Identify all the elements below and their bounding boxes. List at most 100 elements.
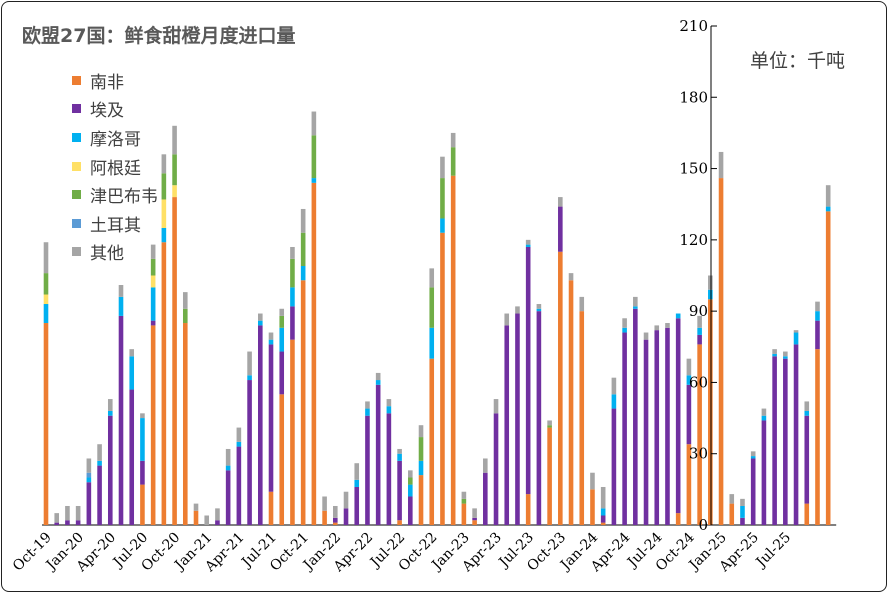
bar-segment bbox=[375, 380, 381, 385]
bar-segment bbox=[783, 356, 788, 359]
bar-segment bbox=[397, 520, 402, 525]
bar-segment bbox=[397, 460, 402, 521]
bar-segment bbox=[686, 384, 692, 445]
bar-segment bbox=[279, 394, 285, 525]
bar-segment bbox=[718, 178, 724, 525]
bar-segment bbox=[547, 425, 552, 428]
bar-segment bbox=[65, 520, 70, 525]
legend-label: 摩洛哥 bbox=[90, 129, 141, 150]
bar-segment bbox=[65, 505, 70, 521]
bar-segment bbox=[97, 460, 102, 466]
bar-segment bbox=[450, 175, 456, 525]
legend-swatch bbox=[72, 190, 81, 200]
bar-segment bbox=[815, 311, 820, 321]
legend-label: 南非 bbox=[90, 72, 124, 93]
bar-segment bbox=[386, 399, 392, 407]
bar-segment bbox=[740, 498, 745, 506]
bar-segment bbox=[525, 246, 531, 495]
bar-segment bbox=[429, 287, 435, 328]
bar-segment bbox=[697, 327, 702, 335]
bar-segment bbox=[43, 294, 49, 305]
bar-segment bbox=[611, 394, 617, 409]
bar-segment bbox=[86, 458, 92, 473]
bar-segment bbox=[418, 425, 424, 438]
bar-segment bbox=[172, 125, 177, 155]
y-tick-label: 210 bbox=[679, 17, 708, 35]
bar-segment bbox=[429, 268, 435, 288]
bar-segment bbox=[750, 458, 756, 525]
bar-segment bbox=[161, 154, 167, 174]
chart-title: 欧盟27国：鲜食甜橙月度进口量 bbox=[22, 25, 296, 47]
bar-segment bbox=[772, 349, 777, 354]
bar-segment bbox=[375, 384, 381, 525]
bar-segment bbox=[140, 484, 145, 525]
bar-segment bbox=[268, 491, 274, 525]
bar-segment bbox=[633, 296, 638, 307]
bar-segment bbox=[408, 470, 413, 478]
bar-segment bbox=[697, 334, 702, 345]
bar-segment bbox=[161, 227, 167, 243]
bar-segment bbox=[440, 178, 445, 219]
bar-segment bbox=[365, 408, 370, 416]
legend-swatch bbox=[72, 247, 81, 257]
bar-segment bbox=[665, 323, 670, 328]
bar-segment bbox=[172, 154, 177, 186]
bar-segment bbox=[718, 151, 724, 179]
bar-segment bbox=[708, 275, 713, 290]
bar-segment bbox=[729, 503, 735, 525]
legend-swatch bbox=[72, 75, 81, 85]
bar-segment bbox=[761, 408, 767, 416]
bar-segment bbox=[86, 482, 92, 525]
legend-label: 其他 bbox=[90, 244, 124, 265]
bar-segment bbox=[472, 508, 477, 518]
bar-segment bbox=[225, 448, 231, 466]
bar-segment bbox=[515, 313, 520, 525]
bar-segment bbox=[611, 408, 617, 525]
bar-segment bbox=[525, 494, 531, 525]
bar-segment bbox=[815, 349, 820, 525]
bar-segment bbox=[129, 349, 135, 357]
bar-segment bbox=[150, 320, 156, 326]
legend-item: 其他 bbox=[72, 238, 158, 267]
bar-segment bbox=[493, 399, 499, 414]
bar-segment bbox=[472, 517, 477, 521]
bar-segment bbox=[547, 427, 552, 525]
bar-segment bbox=[300, 266, 306, 281]
bar-segment bbox=[504, 313, 510, 326]
bar-segment bbox=[600, 515, 606, 523]
bar-segment bbox=[825, 206, 831, 212]
bar-segment bbox=[558, 251, 563, 526]
bar-segment bbox=[247, 380, 252, 525]
bar-segment bbox=[815, 301, 820, 312]
bar-segment bbox=[75, 505, 81, 521]
bar-segment bbox=[654, 325, 660, 331]
bar-segment bbox=[665, 327, 670, 525]
bar-segment bbox=[140, 460, 145, 485]
unit-label: 单位：千吨 bbox=[750, 50, 846, 72]
legend-label: 阿根廷 bbox=[90, 158, 141, 179]
bar-segment bbox=[107, 399, 113, 411]
bar-segment bbox=[643, 332, 649, 340]
bar-segment bbox=[590, 472, 595, 490]
bar-segment bbox=[793, 344, 799, 525]
bar-segment bbox=[279, 315, 285, 328]
legend-item: 埃及 bbox=[72, 95, 158, 124]
bar-segment bbox=[290, 306, 295, 340]
bar-segment bbox=[793, 330, 799, 333]
bar-segment bbox=[193, 503, 199, 511]
bar-segment bbox=[697, 315, 702, 328]
bar-segment bbox=[472, 520, 477, 525]
bar-segment bbox=[279, 351, 285, 395]
bar-segment bbox=[633, 306, 638, 309]
bar-segment bbox=[386, 406, 392, 414]
bar-segment bbox=[343, 508, 349, 525]
bar-segment bbox=[161, 242, 167, 526]
bar-segment bbox=[622, 318, 627, 328]
bar-segment bbox=[333, 505, 338, 518]
legend-item: 摩洛哥 bbox=[72, 123, 158, 152]
bar-segment bbox=[536, 304, 542, 309]
bar-segment bbox=[397, 453, 402, 461]
bar-segment bbox=[311, 178, 317, 183]
y-tick-label: 90 bbox=[689, 302, 708, 320]
bar-segment bbox=[290, 339, 295, 525]
